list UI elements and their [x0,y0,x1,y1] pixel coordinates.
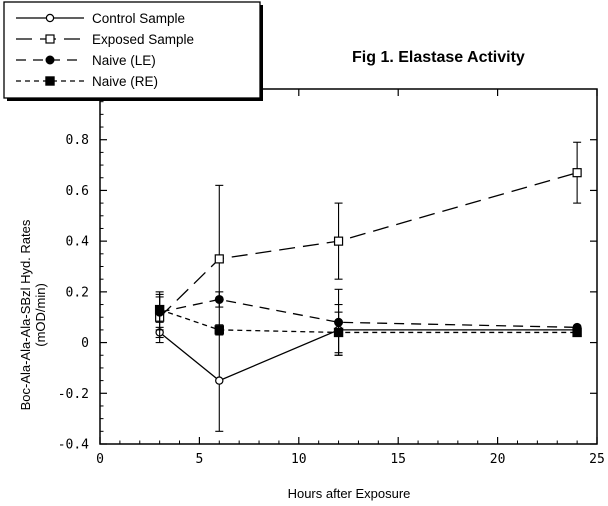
legend-label: Naive (RE) [92,74,158,89]
legend-marker [45,55,55,65]
y-tick-label: -0.2 [58,387,89,402]
data-point [572,327,582,338]
legend-label: Control Sample [92,11,185,26]
y-axis-label-line-2: (mOD/min) [33,283,48,347]
x-tick-label: 10 [291,452,307,467]
legend-marker [45,76,55,86]
x-tick-label: 20 [490,452,506,467]
y-tick-label: 0 [81,336,89,351]
y-axis-label-line-1: Boc-Ala-Ala-Ala-SBzl Hyd. Rates [18,219,33,410]
legend-label: Naive (LE) [92,53,156,68]
y-tick-label: 0.4 [66,235,90,250]
plot-frame [99,88,598,445]
data-point [214,294,224,304]
data-point [154,304,165,315]
series-naive-re [154,296,582,354]
y-tick-label: -0.4 [58,438,89,453]
x-tick-label: 5 [195,452,203,467]
y-tick-label: 0.2 [66,285,89,300]
series-line [159,329,578,382]
series-line [159,308,578,334]
legend-label: Exposed Sample [92,32,194,47]
x-tick-label: 15 [390,452,406,467]
x-axis-label: Hours after Exposure [288,486,411,501]
x-tick-label: 25 [589,452,605,467]
y-tick-label: 0.6 [66,184,89,199]
data-point [333,327,344,338]
data-point [572,168,582,178]
data-point [214,254,224,264]
legend-marker [45,13,55,23]
series-exposed-sample [155,141,582,344]
x-tick-label: 0 [96,452,104,467]
y-tick-label: 0.8 [66,133,89,148]
data-point [215,376,224,385]
series-line [159,298,578,329]
series-line [159,172,578,318]
data-point [333,236,344,246]
data-point [214,325,224,335]
chart-title: Fig 1. Elastase Activity [352,49,525,66]
legend-marker [45,34,55,44]
